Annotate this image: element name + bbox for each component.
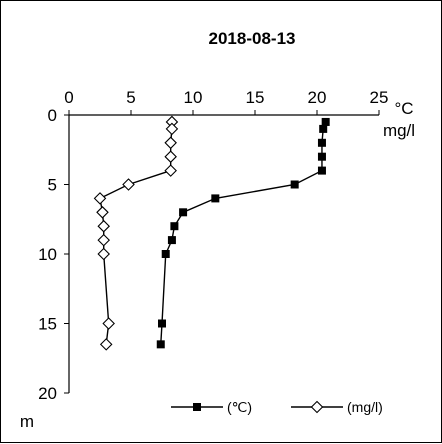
square-marker — [317, 138, 326, 147]
y-tick-label: 15 — [38, 315, 57, 334]
y-tick-label: 10 — [38, 245, 57, 264]
series-line — [99, 121, 173, 345]
diamond-marker — [164, 136, 177, 150]
x-unit-label-2: mg/l — [383, 121, 415, 140]
y-tick-label: 0 — [48, 106, 57, 125]
diamond-marker — [102, 317, 115, 330]
series-2 — [93, 115, 179, 351]
x-tick-label: 25 — [370, 88, 389, 107]
square-marker — [321, 117, 330, 126]
y-tick-labels: 0 5 10 15 20 — [38, 106, 57, 403]
series-layer — [93, 115, 330, 351]
series-1 — [156, 117, 330, 349]
diamond-marker — [165, 122, 179, 136]
y-tick-label: 20 — [38, 384, 57, 403]
legend-marker — [310, 400, 324, 414]
chart-title: 2018-08-13 — [209, 29, 296, 48]
x-tick-label: 5 — [126, 88, 135, 107]
x-unit-label: °C — [394, 99, 413, 118]
diamond-marker — [164, 150, 177, 163]
square-marker — [317, 166, 326, 175]
diamond-marker — [99, 338, 113, 351]
axes — [64, 110, 380, 394]
diamond-marker — [122, 178, 135, 191]
y-tick-label: 5 — [48, 176, 57, 195]
square-marker — [170, 222, 179, 231]
legend-label: (℃) — [227, 399, 252, 415]
legend-marker — [193, 403, 201, 411]
square-marker — [156, 340, 165, 349]
square-marker — [290, 180, 299, 189]
square-marker — [211, 194, 220, 203]
square-marker — [317, 152, 326, 161]
x-tick-labels: 0 5 10 15 20 25 — [64, 88, 388, 107]
y-unit-label: m — [20, 412, 34, 431]
diamond-marker — [97, 219, 110, 233]
diamond-marker — [93, 192, 107, 205]
legend-label: (mg/l) — [347, 399, 383, 415]
legend: (℃) (mg/l) — [171, 399, 383, 415]
square-marker — [167, 236, 176, 245]
diamond-marker — [96, 206, 109, 219]
x-tick-label: 0 — [64, 88, 73, 107]
square-marker — [319, 124, 328, 133]
diamond-marker — [97, 233, 110, 247]
series-line — [160, 121, 327, 345]
diamond-marker — [164, 164, 177, 177]
square-marker — [158, 319, 166, 328]
x-tick-label: 20 — [308, 88, 327, 107]
diamond-marker — [97, 247, 110, 261]
x-tick-label: 15 — [246, 88, 265, 107]
x-tick-label: 10 — [184, 88, 203, 107]
square-marker — [161, 250, 170, 258]
square-marker — [179, 208, 188, 217]
